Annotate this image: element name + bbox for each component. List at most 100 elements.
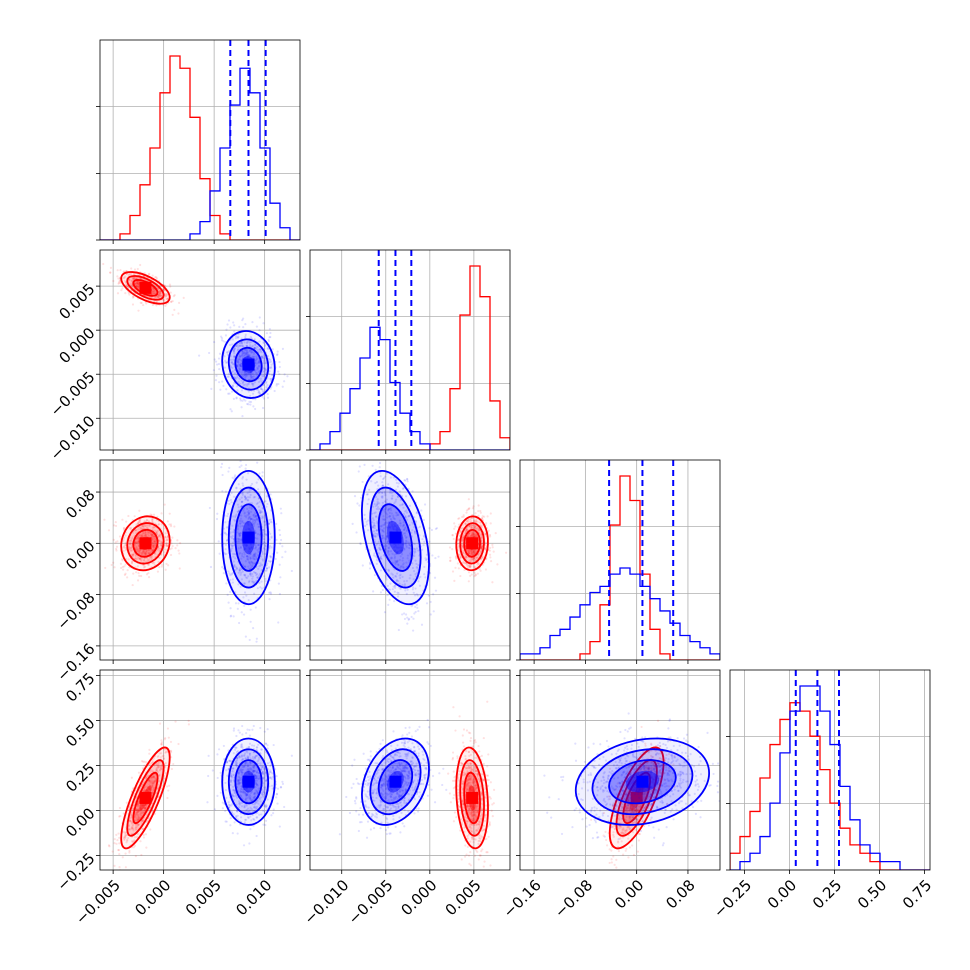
scatter-point <box>124 541 127 544</box>
scatter-point <box>268 519 271 522</box>
scatter-point <box>129 528 133 531</box>
scatter-point <box>476 528 479 531</box>
scatter-point <box>160 565 163 568</box>
scatter-point <box>171 313 174 316</box>
scatter-point <box>109 271 112 274</box>
scatter-point <box>251 382 254 385</box>
scatter-point <box>243 371 246 375</box>
histogram-blue <box>310 326 510 450</box>
scatter-point <box>372 519 375 522</box>
scatter-point <box>480 545 483 548</box>
scatter-point <box>164 750 168 753</box>
scatter-point <box>142 549 145 552</box>
scatter-point <box>240 354 244 358</box>
scatter-point <box>275 538 278 541</box>
scatter-point <box>258 446 260 448</box>
scatter-point <box>469 565 472 568</box>
scatter-point <box>381 496 384 499</box>
scatter-point <box>236 343 239 346</box>
scatter-point <box>142 525 145 528</box>
scatter-point <box>409 547 412 550</box>
scatter-point <box>249 344 252 347</box>
scatter-point <box>136 811 139 814</box>
scatter-point <box>139 812 142 815</box>
scatter-point <box>134 813 138 816</box>
scatter-point <box>469 517 473 520</box>
scatter-point <box>247 598 250 602</box>
scatter-point <box>261 388 264 392</box>
scatter-point <box>231 537 234 540</box>
scatter-point <box>147 549 150 552</box>
scatter-point <box>137 823 140 826</box>
scatter-point <box>143 807 146 810</box>
scatter-point <box>269 555 272 558</box>
scatter-point <box>239 519 242 522</box>
scatter-point <box>230 491 233 495</box>
scatter-point <box>374 535 377 539</box>
scatter-point <box>134 828 137 831</box>
scatter-point <box>162 288 165 291</box>
scatter-point <box>379 555 383 558</box>
scatter-point <box>245 351 249 354</box>
scatter-point <box>158 292 161 295</box>
scatter-point <box>235 397 238 400</box>
scatter-point <box>368 567 372 570</box>
scatter-point <box>375 515 378 518</box>
scatter-point <box>142 532 145 535</box>
scatter-point <box>277 382 280 386</box>
histogram-blue <box>520 567 720 660</box>
scatter-point <box>258 472 261 475</box>
scatter-point <box>243 374 246 377</box>
scatter-point <box>470 560 473 563</box>
scatter-point <box>151 518 154 521</box>
scatter-point <box>136 522 140 525</box>
scatter-point <box>154 296 157 300</box>
scatter-point <box>402 566 405 569</box>
scatter-point <box>174 547 177 550</box>
scatter-point <box>153 781 156 784</box>
scatter-point <box>256 533 260 536</box>
scatter-point <box>150 782 153 785</box>
scatter-point <box>389 490 392 493</box>
scatter-point <box>254 407 257 411</box>
scatter-point <box>269 556 273 559</box>
scatter-point <box>453 527 456 530</box>
contour-line <box>463 528 481 558</box>
scatter-point <box>358 504 361 507</box>
scatter-point <box>468 551 471 554</box>
scatter-point <box>457 538 460 542</box>
scatter-point <box>244 560 247 563</box>
scatter-point <box>140 535 143 538</box>
scatter-point <box>478 552 481 555</box>
scatter-point <box>120 558 124 561</box>
scatter-point <box>217 540 220 543</box>
scatter-point <box>381 524 384 527</box>
scatter-point <box>139 840 142 843</box>
scatter-point <box>253 512 257 515</box>
scatter-point <box>257 380 261 384</box>
scatter-point <box>245 344 248 348</box>
scatter-point <box>404 527 407 530</box>
scatter-point <box>243 351 246 354</box>
scatter-point <box>129 526 133 529</box>
scatter-point <box>504 551 508 554</box>
scatter-point <box>116 275 119 278</box>
scatter-point <box>377 540 380 543</box>
scatter-point <box>115 833 118 836</box>
scatter-point <box>246 374 249 377</box>
scatter-point <box>468 559 471 563</box>
scatter-point <box>484 568 488 571</box>
scatter-point <box>266 567 269 570</box>
scatter-point <box>155 530 158 533</box>
scatter-point <box>240 379 243 382</box>
scatter-point <box>163 777 166 780</box>
scatter-point <box>378 544 381 547</box>
scatter-point <box>130 539 133 542</box>
scatter-point <box>462 560 465 563</box>
scatter-point <box>153 545 156 548</box>
scatter-point <box>408 514 411 517</box>
scatter-point <box>236 607 239 610</box>
scatter-point <box>373 523 376 527</box>
scatter-point <box>257 478 260 481</box>
scatter-point <box>251 382 254 385</box>
